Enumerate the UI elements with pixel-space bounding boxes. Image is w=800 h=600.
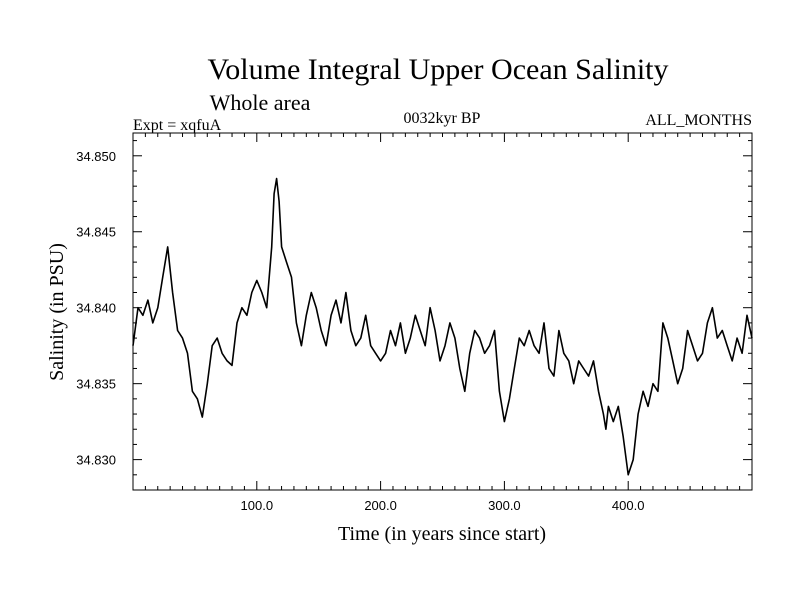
months-label: ALL_MONTHS bbox=[645, 112, 752, 129]
period-label: 0032kyr BP bbox=[404, 110, 481, 127]
x-axis-label: Time (in years since start) bbox=[338, 523, 546, 545]
experiment-label: Expt = xqfuA bbox=[133, 117, 222, 134]
chart-title: Volume Integral Upper Ocean Salinity bbox=[208, 53, 669, 86]
y-tick-label: 34.850 bbox=[76, 149, 116, 164]
axis-ticks: 100.0 200.0 300.0 400.0 34.830 34.835 34.840 34… bbox=[76, 133, 752, 513]
x-tick-label: 200.0 bbox=[364, 498, 397, 513]
y-tick-label: 34.845 bbox=[76, 225, 116, 240]
y-tick-label: 34.830 bbox=[76, 453, 116, 468]
y-axis-label: Salinity (in PSU) bbox=[46, 243, 68, 381]
chart-subtitle: Whole area bbox=[210, 90, 311, 115]
x-tick-label: 300.0 bbox=[488, 498, 521, 513]
plot-frame bbox=[132, 132, 753, 491]
x-tick-label: 400.0 bbox=[612, 498, 645, 513]
y-tick-label: 34.840 bbox=[76, 301, 116, 316]
series-group bbox=[132, 177, 753, 476]
series-line-salinity bbox=[132, 177, 753, 476]
y-tick-label: 34.835 bbox=[76, 377, 116, 392]
x-tick-label: 100.0 bbox=[241, 498, 274, 513]
